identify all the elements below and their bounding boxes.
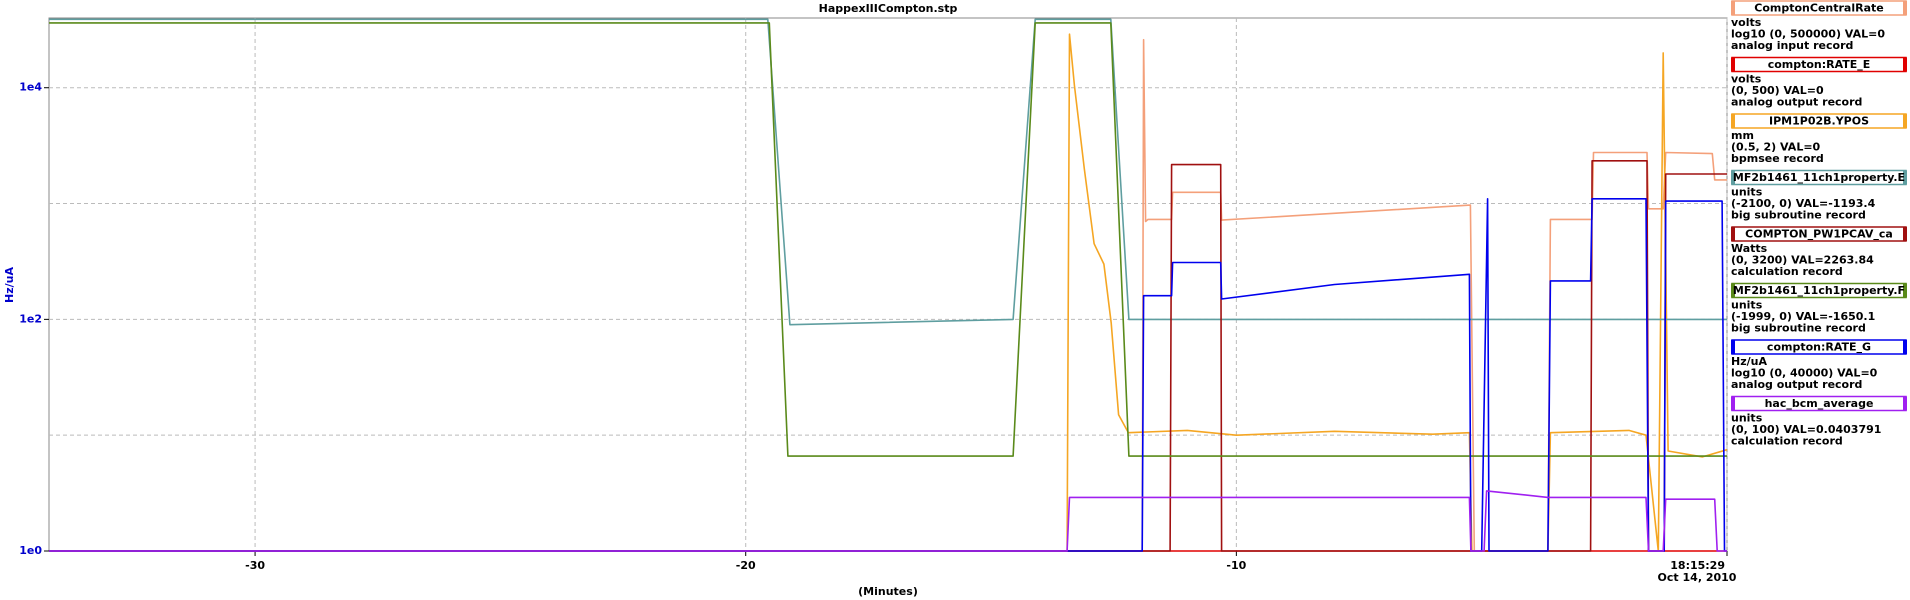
series-line bbox=[49, 22, 1727, 457]
x-tick-label: -30 bbox=[245, 559, 265, 572]
legend-units: Hz/uA bbox=[1731, 355, 1767, 368]
legend-swatch bbox=[1903, 170, 1907, 185]
legend-name: ComptonCentralRate bbox=[1754, 2, 1883, 15]
legend-swatch bbox=[1903, 396, 1907, 411]
legend-record: big subroutine record bbox=[1731, 209, 1866, 222]
legend-swatch bbox=[1903, 1, 1907, 15]
legend-record: big subroutine record bbox=[1731, 322, 1866, 335]
legend-range: (0.5, 2) VAL=0 bbox=[1731, 141, 1821, 154]
legend-swatch bbox=[1731, 170, 1735, 185]
x-tick-label: -10 bbox=[1226, 559, 1246, 572]
legend-swatch bbox=[1731, 1, 1735, 15]
legend-swatch bbox=[1731, 283, 1735, 298]
legend-units: volts bbox=[1731, 73, 1762, 86]
legend-name: MF2b1461_11ch1property.E bbox=[1733, 171, 1905, 184]
legend-range: (-2100, 0) VAL=-1193.4 bbox=[1731, 197, 1876, 210]
legend-record: analog output record bbox=[1731, 96, 1862, 109]
legend-units: units bbox=[1731, 412, 1763, 425]
y-tick-label: 1e4 bbox=[19, 81, 42, 94]
legend-range: (0, 500) VAL=0 bbox=[1731, 84, 1824, 97]
legend-swatch bbox=[1731, 340, 1735, 354]
legend-range: log10 (0, 500000) VAL=0 bbox=[1731, 28, 1885, 41]
legend-record: calculation record bbox=[1731, 435, 1843, 448]
legend-units: Watts bbox=[1731, 242, 1768, 255]
legend-swatch bbox=[1903, 114, 1907, 128]
legend-name: hac_bcm_average bbox=[1765, 397, 1874, 410]
legend-name: COMPTON_PW1PCAV_ca bbox=[1745, 228, 1893, 241]
y-tick-label: 1e2 bbox=[19, 312, 42, 325]
y-tick-label: 1e0 bbox=[19, 544, 42, 557]
legend-units: mm bbox=[1731, 129, 1754, 142]
legend-swatch bbox=[1731, 57, 1735, 72]
legend-name: IPM1P02B.YPOS bbox=[1769, 115, 1869, 128]
legend-record: bpmsee record bbox=[1731, 152, 1824, 165]
legend-swatch bbox=[1731, 114, 1735, 128]
legend-units: units bbox=[1731, 299, 1763, 312]
legend-name: compton:RATE_G bbox=[1767, 341, 1871, 354]
y-axis-label: Hz/uA bbox=[3, 267, 16, 303]
legend-swatch bbox=[1903, 340, 1907, 354]
legend-range: log10 (0, 40000) VAL=0 bbox=[1731, 367, 1878, 380]
legend-swatch bbox=[1731, 227, 1735, 241]
legend-swatch bbox=[1903, 227, 1907, 241]
legend-units: units bbox=[1731, 186, 1763, 199]
legend-units: volts bbox=[1731, 16, 1762, 29]
legend-swatch bbox=[1731, 396, 1735, 411]
series-line bbox=[49, 490, 1727, 552]
legend-name: compton:RATE_E bbox=[1768, 58, 1871, 71]
legend-range: (0, 100) VAL=0.0403791 bbox=[1731, 423, 1881, 436]
legend-swatch bbox=[1903, 57, 1907, 72]
legend-record: analog input record bbox=[1731, 39, 1853, 52]
legend-range: (0, 3200) VAL=2263.84 bbox=[1731, 254, 1874, 267]
x-tick-label: -20 bbox=[736, 559, 756, 572]
legend-record: analog output record bbox=[1731, 378, 1862, 391]
legend-swatch bbox=[1903, 283, 1907, 298]
x-tick-label: 18:15:29 bbox=[1670, 559, 1725, 572]
x-axis-label: (Minutes) bbox=[858, 585, 918, 598]
x-date-label: Oct 14, 2010 bbox=[1658, 571, 1737, 584]
chart-title: HappexIIICompton.stp bbox=[819, 2, 958, 15]
legend-range: (-1999, 0) VAL=-1650.1 bbox=[1731, 310, 1875, 323]
legend-name: MF2b1461_11ch1property.F bbox=[1733, 284, 1905, 297]
series-line bbox=[49, 198, 1727, 552]
legend-record: calculation record bbox=[1731, 265, 1843, 278]
